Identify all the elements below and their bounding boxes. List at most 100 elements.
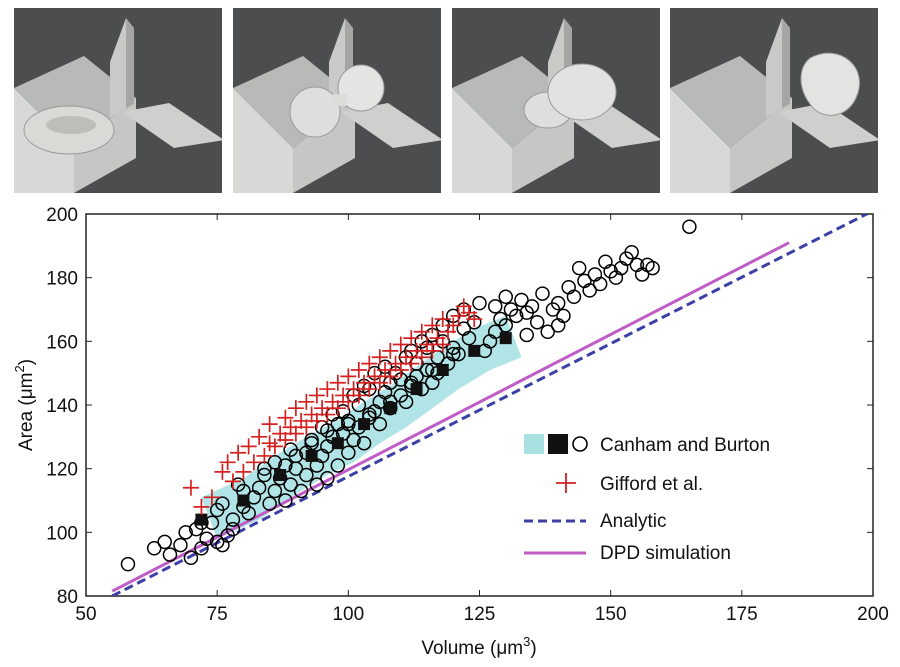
canham-burton-square (274, 469, 287, 482)
gifford-plus-marker (403, 330, 420, 347)
gifford-plus-marker (361, 381, 378, 398)
canham-burton-circle (592, 276, 608, 292)
canham-burton-circle (320, 470, 335, 486)
canham-burton-circle (120, 556, 136, 572)
gifford-plus-marker (382, 342, 399, 359)
gifford-plus-marker (319, 406, 336, 423)
canham-burton-circle (267, 455, 283, 470)
canham-burton-square (331, 437, 344, 450)
canham-burton-circle (451, 346, 466, 362)
canham-burton-circle (225, 512, 241, 527)
legend-entry-dpd: DPD simulation (524, 543, 731, 564)
gifford-plus-marker (251, 428, 268, 445)
gifford-plus-marker (182, 479, 199, 496)
gifford-plus-marker (298, 419, 315, 436)
canham-burton-circle (178, 525, 193, 540)
legend-entry-canham-burton: Canham and Burton (524, 434, 770, 456)
gifford-plus-marker (287, 400, 304, 417)
canham-burton-circle (419, 362, 435, 378)
gifford-plus-marker (203, 489, 220, 506)
y-tick-label: 180 (46, 269, 78, 290)
canham-burton-circle (461, 330, 477, 346)
canham-burton-circle (293, 483, 309, 499)
canham-burton-circle (215, 496, 230, 511)
y-tick-label: 100 (46, 523, 78, 544)
gifford-plus-marker (382, 368, 399, 385)
x-tick-label: 50 (75, 604, 96, 625)
gifford-plus-marker (261, 416, 278, 433)
gifford-plus-marker (361, 355, 378, 372)
canham-burton-square (384, 402, 397, 415)
canham-burton-circle (341, 416, 356, 432)
gifford-plus-marker (240, 438, 257, 455)
gifford-plus-marker (277, 409, 294, 426)
canham-burton-circle (157, 534, 172, 550)
canham-burton-circle (566, 289, 582, 305)
canham-burton-circle (283, 442, 298, 457)
canham-burton-square (410, 383, 423, 396)
legend-plus-swatch (556, 473, 576, 493)
canham-burton-circle (225, 521, 241, 537)
gifford-plus-marker (434, 311, 451, 328)
canham-burton-circle (519, 327, 534, 343)
canham-burton-square (499, 332, 512, 345)
gifford-plus-marker (392, 336, 409, 353)
canham-burton-circle (330, 458, 346, 473)
canham-burton-circle (514, 292, 529, 308)
gifford-plus-marker (413, 349, 430, 366)
gifford-plus-marker (308, 412, 325, 429)
y-tick-label: 120 (46, 460, 78, 481)
canham-burton-circle (498, 318, 513, 333)
canham-burton-circle (383, 400, 398, 416)
canham-burton-circle (556, 308, 571, 324)
gifford-plus-marker (329, 400, 346, 417)
canham-burton-circle (446, 346, 461, 362)
x-tick-label: 200 (857, 604, 889, 625)
gifford-plus-marker (434, 336, 451, 353)
canham-burton-circle (487, 324, 503, 340)
gifford-plus-marker (256, 447, 273, 464)
canham-burton-circle (398, 394, 414, 410)
x-axis-label: Volume (μm3) (421, 634, 536, 659)
canham-burton-circle (341, 445, 356, 460)
canham-burton-circle (540, 324, 555, 340)
canham-burton-circle (199, 531, 214, 546)
gifford-plus-marker (219, 454, 236, 471)
gifford-plus-marker (371, 374, 388, 391)
x-tick-label: 75 (207, 604, 228, 625)
legend-label-analytic: Analytic (600, 511, 667, 532)
canham-burton-circle (624, 244, 639, 260)
gifford-plus-marker (340, 368, 357, 385)
canham-burton-circle (267, 483, 283, 499)
canham-burton-circle (582, 283, 597, 298)
snapshot-panel-4 (670, 8, 878, 193)
canham-burton-circle (645, 260, 660, 276)
canham-burton-circle (320, 423, 335, 438)
canham-burton-circle (162, 547, 178, 562)
canham-burton-circle (251, 480, 267, 496)
canham-burton-circle (262, 496, 277, 511)
canham-burton-circle (529, 314, 545, 330)
legend-square-swatch (548, 434, 568, 454)
y-tick-label: 160 (46, 332, 78, 353)
canham-burton-circle (299, 467, 314, 483)
gifford-plus-marker (424, 342, 441, 359)
gifford-plus-marker (319, 381, 336, 398)
canham-burton-circle (230, 477, 246, 492)
canham-burton-circle (535, 286, 550, 301)
legend-circle-swatch (572, 436, 588, 452)
canham-burton-circle (498, 289, 513, 305)
canham-burton-circle (524, 299, 540, 314)
snapshot-panel-3 (452, 8, 660, 193)
gifford-plus-marker (266, 438, 283, 455)
gifford-plus-marker (329, 374, 346, 391)
gifford-plus-marker (230, 444, 247, 461)
snapshot-panel-1 (14, 8, 222, 193)
gifford-plus-marker (340, 393, 357, 410)
gifford-plus-marker (350, 387, 367, 404)
canham-burton-square (195, 513, 208, 526)
legend-label-gifford: Gifford et al. (600, 474, 703, 495)
gifford-plus-marker (450, 307, 467, 324)
gifford-plus-marker (466, 311, 483, 328)
canham-burton-circle (283, 477, 298, 492)
